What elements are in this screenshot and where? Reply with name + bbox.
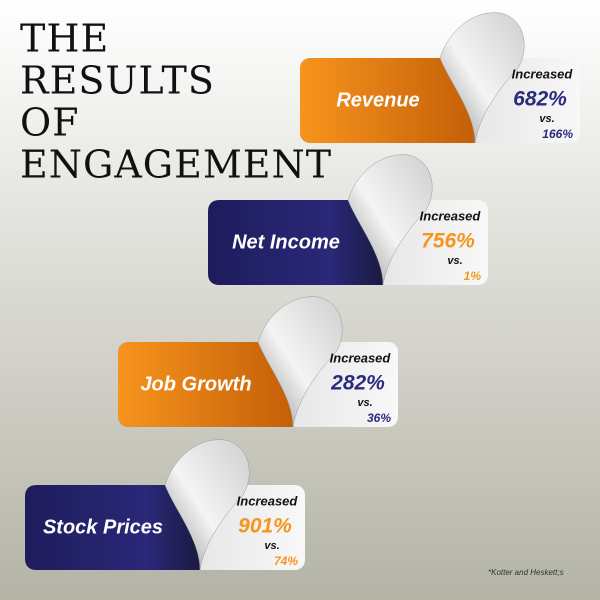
title-line: THE bbox=[20, 17, 109, 61]
card-tab bbox=[208, 200, 383, 285]
vs-label: vs. bbox=[539, 113, 554, 125]
card-tab bbox=[118, 342, 293, 427]
comparison-value: 1% bbox=[464, 269, 482, 283]
card-label: Revenue bbox=[336, 89, 419, 111]
increase-value: 901% bbox=[238, 515, 292, 538]
increased-label: Increased bbox=[330, 350, 392, 365]
increase-value: 756% bbox=[421, 230, 475, 253]
title-line: OF bbox=[20, 101, 80, 145]
increased-label: Increased bbox=[420, 208, 482, 223]
comparison-value: 74% bbox=[274, 554, 298, 568]
card-tab bbox=[25, 485, 200, 570]
increase-value: 682% bbox=[513, 88, 567, 111]
card-tab bbox=[300, 58, 475, 143]
card-label: Net Income bbox=[232, 231, 340, 253]
vs-label: vs. bbox=[447, 255, 462, 267]
page-curl bbox=[439, 12, 525, 144]
comparison-value: 166% bbox=[542, 127, 573, 141]
title-line: ENGAGEMENT bbox=[20, 143, 332, 187]
page-curl bbox=[257, 296, 343, 428]
card-label: Stock Prices bbox=[43, 516, 163, 538]
page-curl bbox=[347, 154, 433, 286]
increased-label: Increased bbox=[237, 493, 299, 508]
title-line: RESULTS bbox=[20, 59, 215, 103]
increased-label: Increased bbox=[512, 66, 574, 81]
vs-label: vs. bbox=[357, 397, 372, 409]
increase-value: 282% bbox=[330, 372, 385, 395]
vs-label: vs. bbox=[264, 540, 279, 552]
footnote: *Kotter and Heskett;s bbox=[488, 568, 564, 577]
page-curl bbox=[164, 439, 250, 571]
comparison-value: 36% bbox=[367, 411, 391, 425]
card-label: Job Growth bbox=[140, 373, 251, 395]
